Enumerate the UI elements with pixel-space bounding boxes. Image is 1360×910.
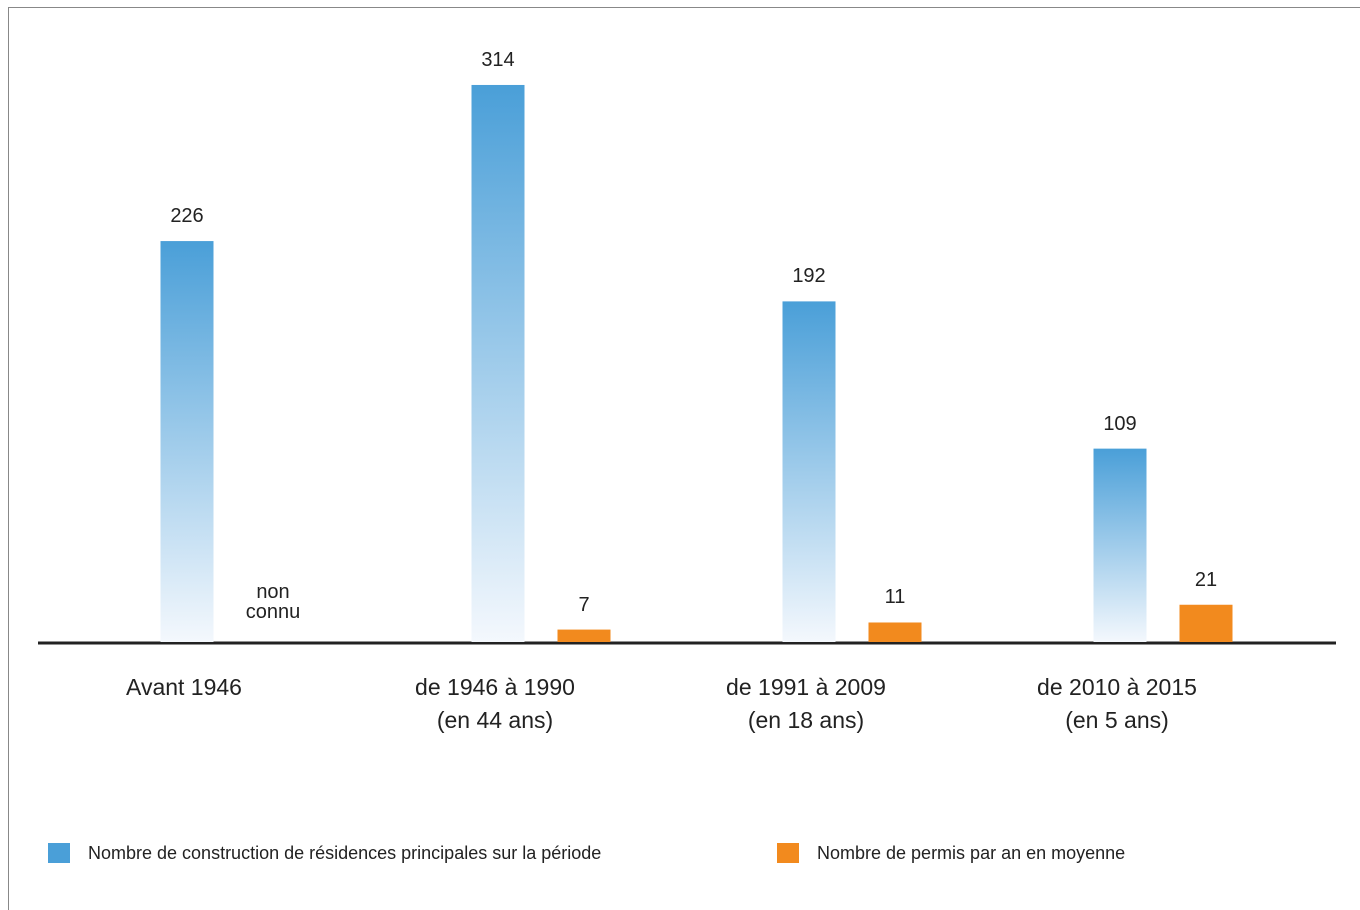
- chart-frame: [8, 7, 1360, 910]
- value-label: 109: [1103, 412, 1137, 435]
- x-tick-label: de 2010 à 2015 (en 5 ans): [1037, 674, 1197, 733]
- bar: [160, 241, 214, 643]
- legend-swatch: [48, 843, 70, 863]
- legend-label: Nombre de construction de résidences pri…: [88, 843, 602, 863]
- bar: [1093, 448, 1147, 642]
- value-label: 226: [170, 205, 204, 228]
- x-tick-label: de 1991 à 2009 (en 18 ans): [726, 674, 886, 733]
- bar: [868, 622, 922, 642]
- bar: [1179, 604, 1233, 642]
- value-label: 21: [1194, 568, 1218, 591]
- value-label: 11: [884, 586, 906, 609]
- value-label: 7: [578, 593, 590, 616]
- bar: [557, 629, 611, 642]
- bar: [782, 301, 836, 642]
- legend-label: Nombre de permis par an en moyenne: [817, 843, 1126, 863]
- value-label: non connu: [245, 581, 301, 623]
- x-tick-label: de 1946 à 1990 (en 44 ans): [415, 674, 575, 733]
- value-label: 192: [792, 265, 826, 288]
- bar: [471, 84, 525, 643]
- value-label: 314: [481, 48, 515, 71]
- legend-swatch: [777, 843, 799, 863]
- x-tick-label: Avant 1946: [126, 674, 242, 700]
